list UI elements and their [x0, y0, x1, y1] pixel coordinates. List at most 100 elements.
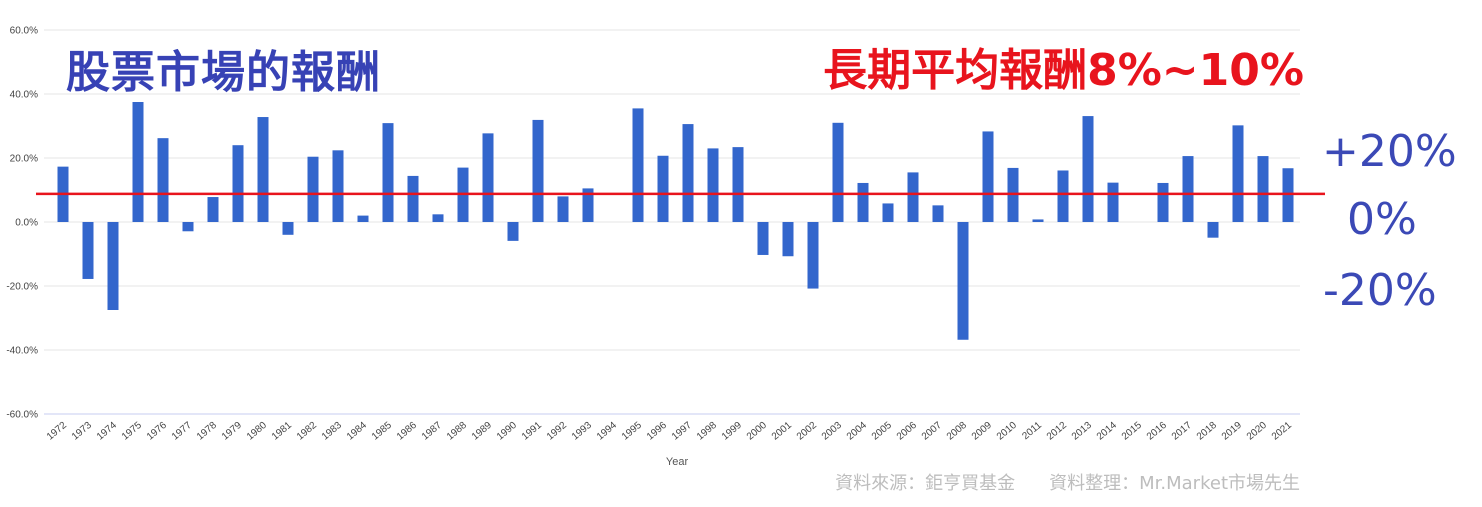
bar: [832, 122, 844, 222]
bar: [632, 108, 644, 222]
bar: [1232, 125, 1244, 222]
bar: [782, 222, 794, 257]
bar: [307, 156, 319, 222]
x-tick-label: 2018: [1195, 420, 1219, 443]
bar: [357, 215, 369, 222]
bar: [732, 147, 744, 222]
bar: [107, 222, 119, 310]
x-tick-label: 2009: [970, 420, 994, 443]
x-tick-label: 2014: [1095, 420, 1119, 443]
bar: [757, 222, 769, 255]
x-tick-label: 2007: [920, 420, 944, 443]
x-tick-label: 1992: [545, 420, 569, 443]
bar: [882, 203, 894, 222]
bar: [257, 117, 269, 222]
side-label-zero: 0%: [1347, 194, 1417, 245]
x-axis-label: Year: [666, 456, 689, 468]
x-tick-label: 1989: [470, 420, 494, 443]
bar: [1107, 182, 1119, 222]
side-label-minus20: -20%: [1323, 265, 1437, 316]
x-tick-label: 1985: [370, 420, 394, 443]
x-tick-label: 2008: [945, 420, 969, 443]
bar: [282, 222, 294, 235]
x-tick-label: 1986: [395, 420, 419, 443]
gridlines: [44, 29, 1300, 415]
y-tick-label: -20.0%: [6, 282, 38, 293]
bar: [807, 222, 819, 289]
chart-title-right: 長期平均報酬8%~10%: [823, 45, 1304, 96]
x-tick-label: 2000: [745, 420, 769, 443]
x-tick-label: 1983: [320, 420, 344, 443]
x-tick-label: 1997: [670, 420, 694, 443]
bar: [1032, 219, 1044, 222]
x-tick-label: 1980: [245, 420, 269, 443]
bar: [432, 214, 444, 222]
x-tick-label: 1974: [95, 420, 119, 443]
x-tick-label: 1998: [695, 420, 719, 443]
source-note: 資料來源：鉅亨買基金 資料整理：Mr.Market市場先生: [835, 469, 1300, 495]
bar: [557, 196, 569, 222]
x-tick-label: 1984: [345, 420, 369, 443]
bar: [132, 102, 144, 222]
y-tick-label: 0.0%: [15, 218, 38, 229]
x-tick-label: 1995: [620, 420, 644, 443]
x-tick-label: 2021: [1270, 420, 1294, 443]
x-tick-label: 1977: [170, 420, 194, 443]
bar: [332, 150, 344, 222]
x-tick-label: 2004: [845, 420, 869, 443]
x-tick-label: 2015: [1120, 420, 1144, 443]
x-tick-label: 2001: [770, 420, 794, 443]
bar: [707, 148, 719, 222]
bar: [1157, 182, 1169, 222]
bar: [232, 145, 244, 222]
x-tick-label: 1987: [420, 420, 444, 443]
bar: [907, 172, 919, 222]
x-tick-label: 2016: [1145, 420, 1169, 443]
bar: [157, 138, 169, 222]
bars: [57, 102, 1294, 340]
bar: [582, 188, 594, 222]
side-label-plus20: +20%: [1322, 126, 1457, 177]
y-tick-label: 60.0%: [10, 26, 38, 37]
bar: [82, 222, 94, 279]
x-tick-label: 1996: [645, 420, 669, 443]
x-tick-label: 2005: [870, 420, 894, 443]
bar: [407, 175, 419, 222]
bar: [682, 124, 694, 222]
bar: [932, 205, 944, 222]
x-tick-label: 1988: [445, 420, 469, 443]
x-tick-label: 2006: [895, 420, 919, 443]
x-tick-label: 1990: [495, 420, 519, 443]
x-tick-label: 1991: [520, 420, 544, 443]
bar: [1082, 116, 1094, 222]
bar: [857, 182, 869, 222]
x-tick-label: 1973: [70, 420, 94, 443]
y-axis-ticks: 60.0% 40.0% 20.0% 0.0% -20.0% -40.0% -60.0%: [6, 26, 38, 421]
x-axis-ticks: 1972 1973 1974 1975 1976 1977 1978 1979 1980 1981…: [45, 420, 1294, 443]
x-tick-label: 2002: [795, 420, 819, 443]
y-tick-label: 20.0%: [10, 154, 38, 165]
x-tick-label: 2020: [1245, 420, 1269, 443]
x-tick-label: 2003: [820, 420, 844, 443]
x-tick-label: 1979: [220, 420, 244, 443]
x-tick-label: 1972: [45, 420, 69, 443]
y-tick-label: -60.0%: [6, 410, 38, 421]
bar: [1282, 168, 1294, 222]
y-tick-label: -40.0%: [6, 346, 38, 357]
bar: [1207, 222, 1219, 238]
bar: [982, 131, 994, 222]
x-tick-label: 2013: [1070, 420, 1094, 443]
bar: [482, 133, 494, 222]
x-tick-label: 1993: [570, 420, 594, 443]
x-tick-label: 1994: [595, 420, 619, 443]
bar: [1057, 170, 1069, 222]
bar: [207, 197, 219, 222]
bar: [507, 222, 519, 241]
bar: [532, 119, 544, 222]
x-tick-label: 2011: [1020, 420, 1044, 443]
bar: [1257, 156, 1269, 222]
x-tick-label: 1978: [195, 420, 219, 443]
x-tick-label: 2012: [1045, 420, 1069, 443]
x-tick-label: 2019: [1220, 420, 1244, 443]
